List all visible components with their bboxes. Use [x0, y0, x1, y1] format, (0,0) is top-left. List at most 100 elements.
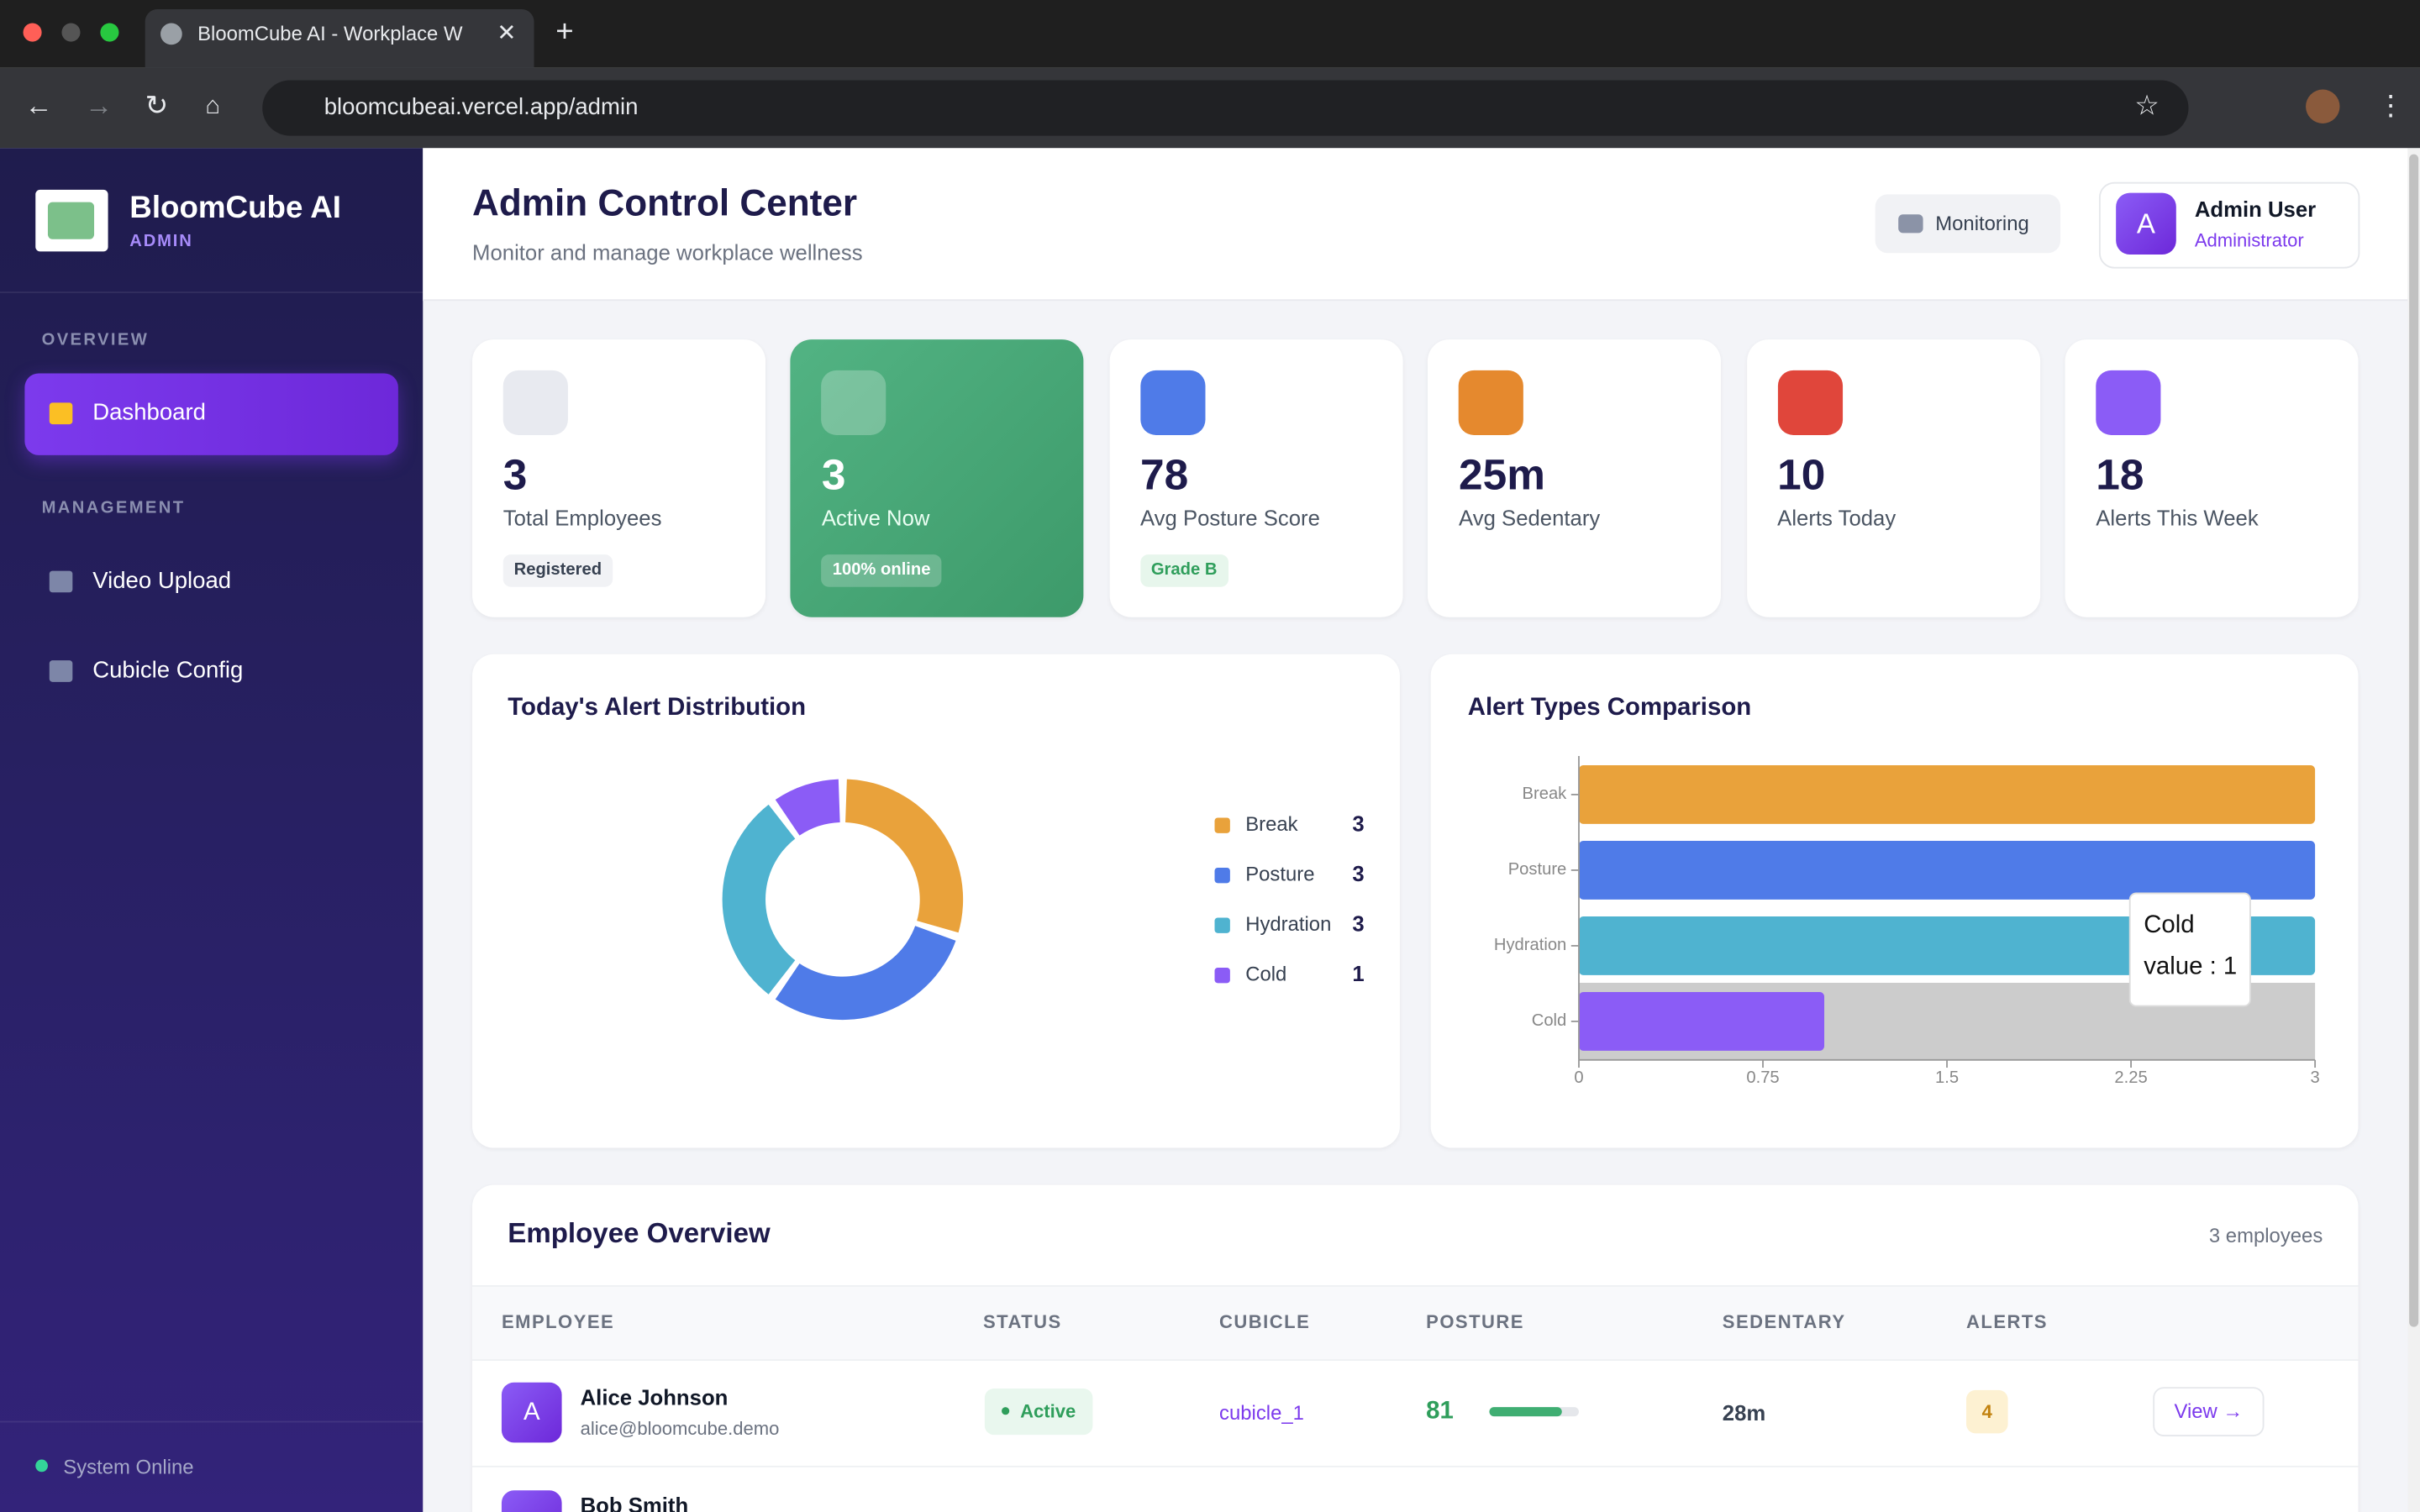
- nav-active-bg[interactable]: [24, 373, 398, 455]
- employee-name: Alice Johnson: [580, 1384, 729, 1410]
- stat-label: Active Now: [821, 505, 930, 531]
- legend-value: 3: [1352, 863, 1364, 886]
- monitoring-icon: [1898, 214, 1923, 234]
- stat-icon: [1459, 370, 1524, 435]
- employee-name: Bob Smith: [580, 1493, 689, 1512]
- employee-card: [472, 1184, 2359, 1512]
- legend-swatch: [1214, 817, 1230, 833]
- page-subtitle: Monitor and manage workplace wellness: [472, 239, 863, 265]
- y-tick-label: Hydration: [1494, 936, 1566, 954]
- tooltip: [2128, 892, 2251, 1007]
- minimize-window[interactable]: [61, 23, 81, 42]
- scrollbar-thumb[interactable]: [2409, 154, 2419, 1327]
- column-header: EMPLOYEE: [501, 1310, 615, 1333]
- column-header: ALERTS: [1966, 1310, 2049, 1333]
- column-header: SEDENTARY: [1722, 1310, 1846, 1333]
- forward-button[interactable]: →: [85, 89, 113, 121]
- y-tick-label: Break: [1523, 785, 1568, 803]
- page-header: [423, 148, 2408, 302]
- table-title: Employee Overview: [508, 1217, 771, 1249]
- nav-icon: [49, 660, 73, 682]
- address-bar[interactable]: [262, 80, 2189, 136]
- stat-icon: [2096, 370, 2161, 435]
- home-button[interactable]: ⌂: [205, 92, 221, 120]
- stat-icon: [1139, 370, 1206, 435]
- legend-value: 3: [1352, 912, 1364, 936]
- donut-slice: [845, 779, 964, 933]
- legend-label: Posture: [1245, 863, 1314, 885]
- sedentary: 28m: [1722, 1400, 1766, 1425]
- stat-label: Total Employees: [502, 505, 662, 531]
- donut-slice: [775, 926, 956, 1021]
- brand-role: ADMIN: [129, 232, 193, 251]
- divider: [0, 291, 424, 293]
- employee-avatar: [501, 1490, 562, 1512]
- legend-label: Break: [1245, 813, 1297, 836]
- row-divider: [472, 1465, 2359, 1467]
- scrollbar[interactable]: [2407, 148, 2420, 1512]
- stat-label: Alerts Today: [1777, 505, 1897, 531]
- brand-logo: [35, 189, 108, 252]
- stat-value: 10: [1777, 450, 1826, 499]
- stat-icon: [1777, 370, 1843, 435]
- new-tab[interactable]: +: [555, 15, 574, 50]
- stat-value: 78: [1139, 450, 1189, 499]
- column-header: STATUS: [983, 1310, 1062, 1333]
- brand-name: BloomCube AI: [129, 191, 341, 226]
- nav-item[interactable]: Cubicle Config: [92, 657, 244, 684]
- employee-email: alice@bloomcube.demo: [580, 1417, 780, 1440]
- reload-button[interactable]: ↻: [145, 89, 169, 121]
- system-status: System Online: [63, 1455, 194, 1478]
- user-name: Admin User: [2194, 197, 2317, 222]
- y-tick-label: Posture: [1508, 860, 1567, 879]
- legend-swatch: [1214, 867, 1230, 884]
- stat-icon: [502, 370, 568, 435]
- nav-item[interactable]: Video Upload: [92, 567, 232, 595]
- stat-value: 18: [2096, 450, 2144, 499]
- back-button[interactable]: ←: [24, 89, 53, 121]
- bar: [1578, 992, 1825, 1051]
- stat-badge: Registered: [502, 554, 613, 588]
- nav-icon: [49, 402, 73, 425]
- divider: [0, 1420, 424, 1423]
- stat-badge: 100% online: [821, 554, 942, 588]
- table-header: [472, 1285, 2359, 1362]
- status-dot: [1002, 1407, 1010, 1415]
- alerts-badge: 4: [1966, 1389, 2008, 1434]
- user-role: Administrator: [2194, 229, 2304, 252]
- bar: [1578, 841, 2316, 900]
- view-button[interactable]: View →: [2153, 1387, 2265, 1437]
- maximize-window[interactable]: [100, 23, 119, 42]
- profile-avatar[interactable]: [2306, 89, 2340, 123]
- stat-value: 3: [502, 450, 528, 499]
- posture-score: 81: [1426, 1398, 1454, 1425]
- nav-item[interactable]: Dashboard: [92, 399, 207, 426]
- close-window[interactable]: [23, 23, 42, 42]
- chart-title: Today's Alert Distribution: [508, 695, 807, 722]
- browser-menu[interactable]: ⋮: [2376, 89, 2405, 121]
- chart-title: Alert Types Comparison: [1467, 695, 1752, 722]
- user-avatar: A: [2116, 192, 2176, 255]
- monitoring-label[interactable]: Monitoring: [1935, 212, 2029, 235]
- status-dot: [35, 1459, 48, 1473]
- x-tick-label: 0.75: [1746, 1068, 1779, 1087]
- tab-close[interactable]: ✕: [497, 19, 517, 47]
- x-tick-label: 1.5: [1935, 1068, 1959, 1087]
- url[interactable]: bloomcubeai.vercel.app/admin: [324, 94, 639, 121]
- donut-slice: [775, 779, 840, 836]
- logo-art: [47, 202, 95, 239]
- stat-value: 3: [821, 450, 846, 499]
- bookmark-star[interactable]: ☆: [2134, 89, 2160, 121]
- tooltip-name: Cold: [2144, 911, 2194, 938]
- legend-label: Cold: [1245, 963, 1286, 985]
- posture-bar: [1489, 1407, 1562, 1417]
- legend-swatch: [1214, 968, 1230, 984]
- tooltip-value: value : 1: [2144, 952, 2237, 979]
- legend-swatch: [1214, 917, 1230, 933]
- y-tick-label: Cold: [1532, 1011, 1567, 1030]
- cubicle-link[interactable]: cubicle_1: [1219, 1401, 1304, 1425]
- browser-tab[interactable]: [145, 9, 534, 68]
- stat-label: Alerts This Week: [2096, 505, 2259, 531]
- status-badge: Active: [1020, 1400, 1076, 1423]
